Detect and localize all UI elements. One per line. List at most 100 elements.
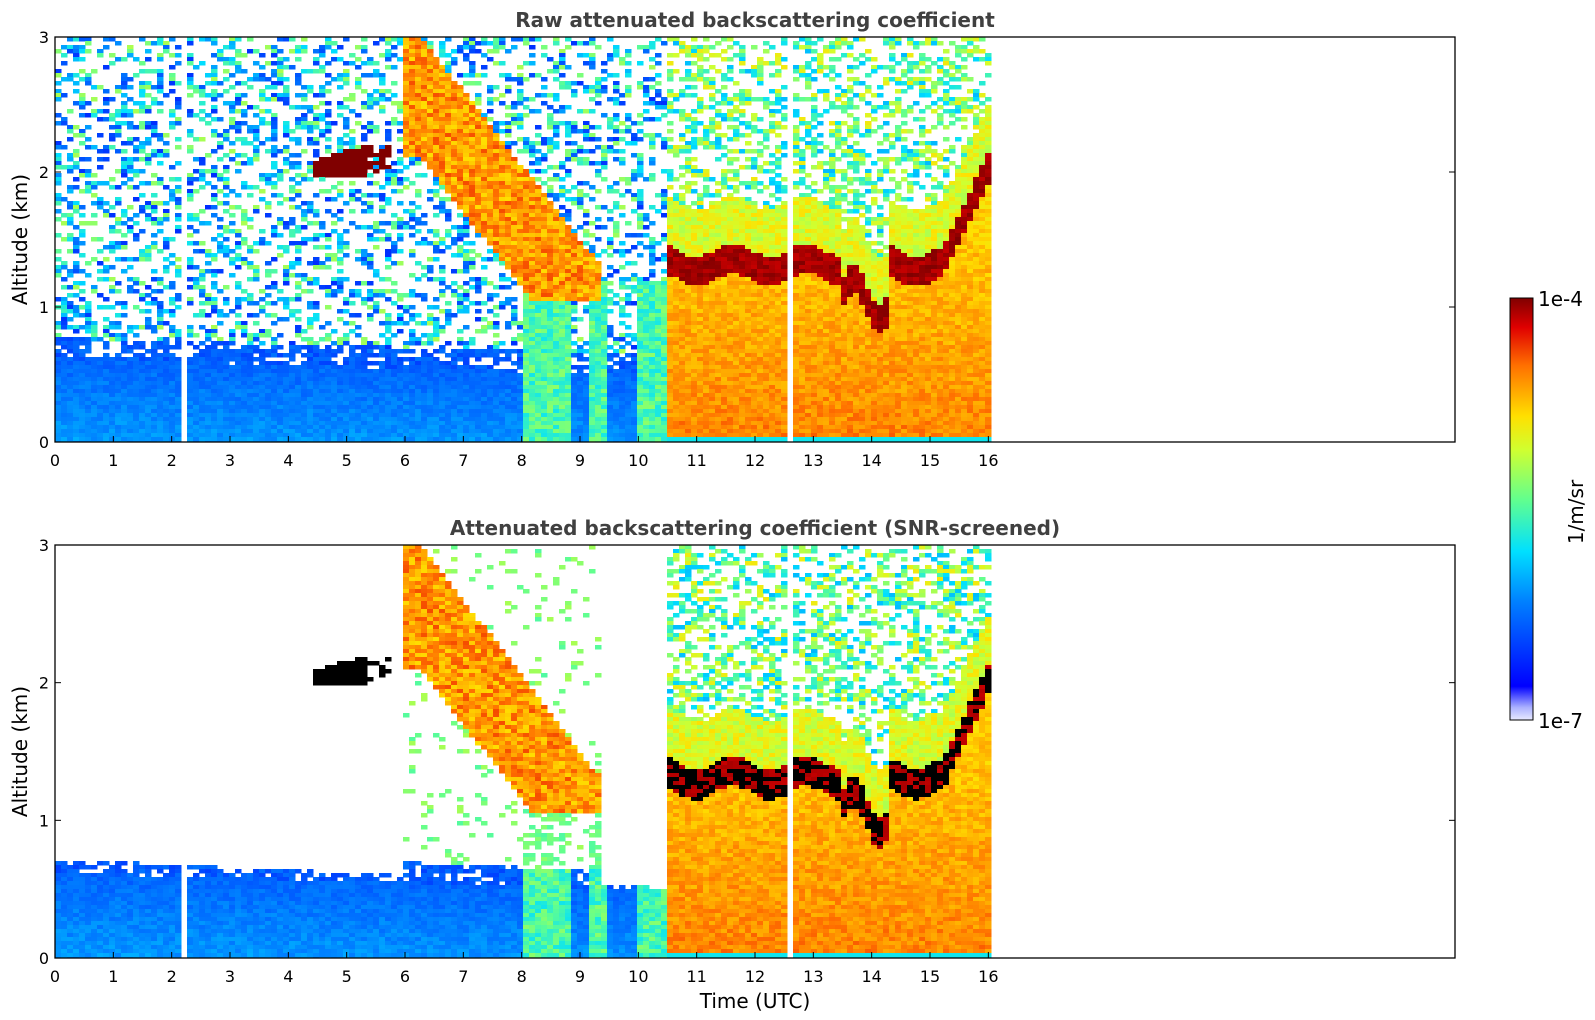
heatmap-cell [505,161,512,166]
heatmap-cell [391,53,398,58]
heatmap-cell [499,101,506,106]
heatmap-cell [463,145,470,150]
heatmap-cell [289,369,296,374]
heatmap-cell [361,413,368,418]
heatmap-cell [553,61,560,66]
heatmap-cell [259,349,266,354]
heatmap-cell [109,125,116,130]
heatmap-cell [97,405,104,410]
heatmap-cell [79,37,86,42]
heatmap-cell [115,381,122,386]
heatmap-cell [493,253,500,258]
heatmap-cell [547,277,554,282]
heatmap-cell [169,373,176,378]
heatmap-cell [553,173,560,178]
heatmap-cell [199,61,206,66]
heatmap-cell [511,265,518,270]
heatmap-cell [199,269,206,274]
heatmap-cell [211,349,218,354]
heatmap-cell [541,329,548,334]
heatmap-cell [463,233,470,238]
heatmap-cell [409,213,416,218]
heatmap-cell [463,249,470,254]
heatmap-cell [331,121,338,126]
heatmap-cell [415,45,422,50]
heatmap-cell [475,81,482,86]
heatmap-cell [541,405,548,410]
heatmap-cell [91,421,98,426]
heatmap-cell [241,405,248,410]
heatmap-cell [487,193,494,198]
heatmap-cell [493,237,500,242]
heatmap-cell [541,309,548,314]
heatmap-cell [229,249,236,254]
heatmap-cell [499,185,506,190]
heatmap-cell [397,101,404,106]
heatmap-cell [451,157,458,162]
heatmap-cell [397,313,404,318]
heatmap-cell [505,393,512,398]
heatmap-cell [61,313,68,318]
heatmap-cell [271,385,278,390]
heatmap-cell [433,137,440,142]
heatmap-cell [409,141,416,146]
heatmap-cell [493,321,500,326]
heatmap-cell [319,385,326,390]
heatmap-cell [223,61,230,66]
heatmap-cell [127,405,134,410]
heatmap-cell [223,381,230,386]
heatmap-cell [439,165,446,170]
heatmap-cell [199,413,206,418]
heatmap-cell [505,125,512,130]
heatmap-cell [367,317,374,322]
heatmap-cell [55,381,62,386]
heatmap-cell [61,361,68,366]
heatmap-cell [115,401,122,406]
heatmap-cell [265,177,272,182]
heatmap-cell [265,273,272,278]
heatmap-cell [415,113,422,118]
heatmap-cell [547,349,554,354]
heatmap-cell [349,377,356,382]
heatmap-cell [325,381,332,386]
heatmap-cell [193,425,200,430]
heatmap-cell [163,269,170,274]
heatmap-cell [427,313,434,318]
heatmap-cell [319,101,326,106]
heatmap-cell [367,373,374,378]
heatmap-cell [403,145,410,150]
heatmap-cell [211,81,218,86]
heatmap-cell [349,373,356,378]
heatmap-cell [85,173,92,178]
heatmap-cell [547,437,554,442]
heatmap-cell [439,125,446,130]
heatmap-cell [295,381,302,386]
heatmap-cell [487,421,494,426]
heatmap-cell [427,229,434,234]
heatmap-cell [511,105,518,110]
heatmap-cell [313,377,320,382]
heatmap-cell [529,73,536,78]
heatmap-cell [79,233,86,238]
heatmap-cell [223,413,230,418]
heatmap-cell [241,217,248,222]
heatmap-cell [91,201,98,206]
heatmap-cell [451,101,458,106]
heatmap-cell [505,433,512,438]
heatmap-cell [361,61,368,66]
heatmap-cell [223,193,230,198]
heatmap-cell [295,245,302,250]
heatmap-cell [547,385,554,390]
heatmap-cell [535,237,542,242]
heatmap-cell [115,365,122,370]
heatmap-cell [373,341,380,346]
heatmap-cell [493,221,500,226]
heatmap-cell [463,281,470,286]
heatmap-cell [481,125,488,130]
heatmap-cell [97,421,104,426]
heatmap-cell [319,261,326,266]
heatmap-cell [349,405,356,410]
heatmap-cell [487,397,494,402]
heatmap-cell [79,325,86,330]
heatmap-cell [235,153,242,158]
